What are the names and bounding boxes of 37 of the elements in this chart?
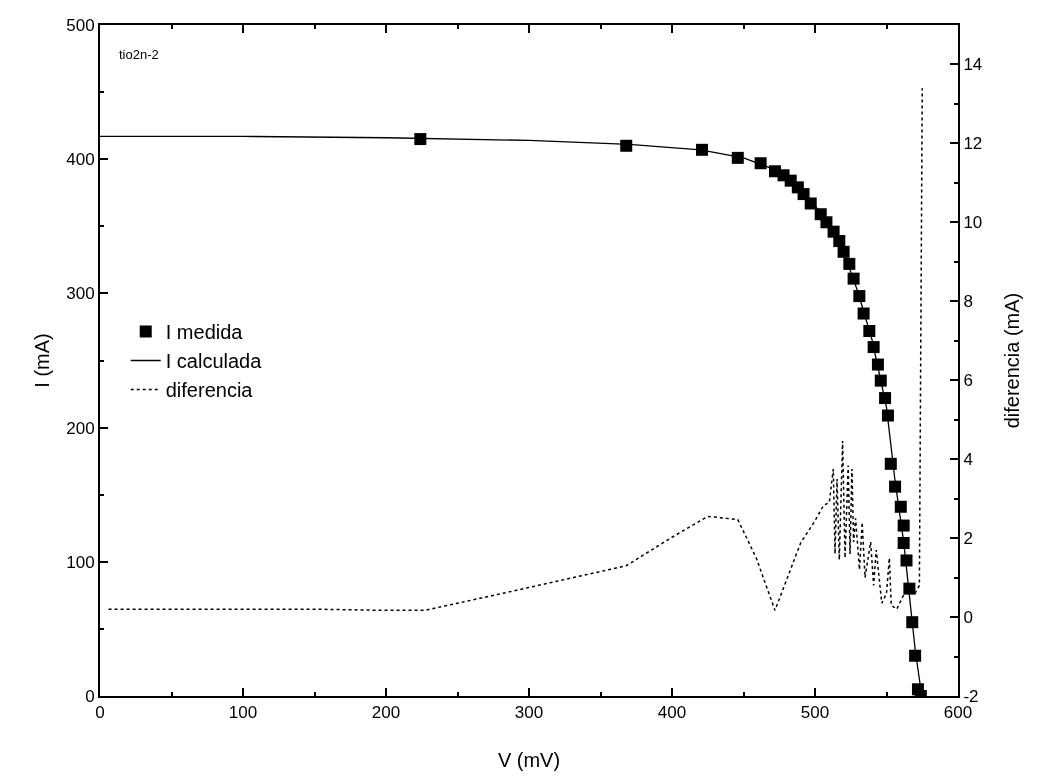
y-tick-label: 500 <box>66 15 95 35</box>
point <box>906 616 919 629</box>
y-tick-label: 400 <box>66 150 95 170</box>
y2-tick-label: 6 <box>963 371 973 391</box>
x-tick-label: 500 <box>800 703 830 723</box>
x-tick-label: 200 <box>371 703 401 723</box>
y-tick-label: 100 <box>66 552 95 572</box>
y-axis-title: I (mA) <box>31 333 53 388</box>
legend-label: diferencia <box>165 379 254 402</box>
y2-tick-label: 2 <box>963 529 973 549</box>
x-tick-label: 600 <box>943 703 973 723</box>
x-tick-label: 300 <box>514 703 544 723</box>
y-tick-label: 300 <box>66 284 95 304</box>
point <box>884 457 897 470</box>
x-tick-label: 400 <box>657 703 687 723</box>
annotation: tio2n-2 <box>119 47 159 62</box>
x-axis-title: V (mV) <box>497 749 561 771</box>
point <box>889 480 902 493</box>
y2-tick-label: 4 <box>963 450 973 470</box>
point <box>871 358 884 371</box>
y-tick-label: 0 <box>85 686 95 706</box>
y2-tick-label: 0 <box>963 608 973 628</box>
legend-label: I calculada <box>165 350 263 373</box>
y-tick-label: 200 <box>66 418 95 438</box>
y2-tick-label: 10 <box>963 213 983 233</box>
point <box>879 392 892 405</box>
x-tick-label: 100 <box>228 703 258 723</box>
y2-axis-title: diferencia (mA) <box>1001 292 1023 429</box>
y2-tick-label: 8 <box>963 292 973 312</box>
point <box>897 537 910 550</box>
legend-label: I medida <box>165 321 244 344</box>
y2-tick-label: -2 <box>963 686 979 706</box>
point <box>853 290 866 303</box>
y2-tick-label: 12 <box>963 134 983 154</box>
point <box>620 139 633 152</box>
point <box>414 133 427 146</box>
y2-tick-label: 14 <box>963 55 983 75</box>
